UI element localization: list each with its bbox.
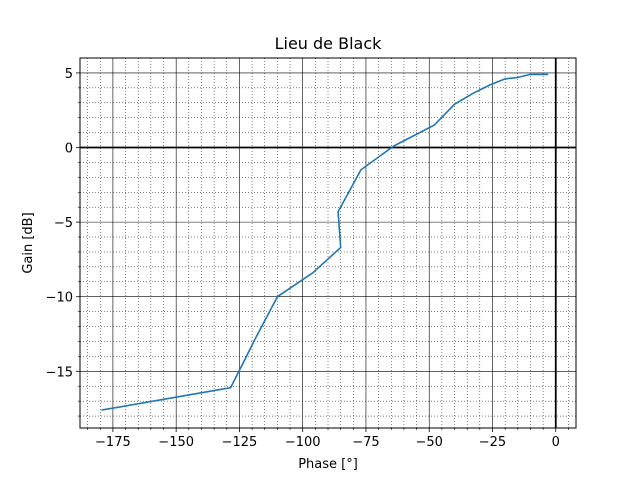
x-tick-label: −150	[158, 435, 194, 450]
x-tick-label: −25	[479, 435, 506, 450]
x-tick-label: −125	[222, 435, 258, 450]
x-tick-label: −100	[285, 435, 321, 450]
series-layer	[101, 73, 549, 411]
y-axis-label: Gain [dB]	[21, 212, 36, 273]
chart-title: Lieu de Black	[275, 34, 383, 53]
y-tick-label: 0	[65, 142, 73, 157]
ticks: −175 −150 −125 −100 −75 −50 −25 0 5 0 −5 −10 −15	[46, 67, 569, 450]
x-tick-label: −50	[416, 435, 443, 450]
reference-lines	[80, 58, 576, 428]
x-tick-label: −75	[352, 435, 379, 450]
y-tick-label: −5	[54, 216, 73, 231]
y-tick-label: 5	[65, 67, 73, 82]
x-axis-label: Phase [°]	[298, 457, 358, 472]
series-line	[101, 73, 549, 411]
y-tick-label: −10	[46, 291, 73, 306]
x-tick-label: −175	[95, 435, 131, 450]
x-tick-label: 0	[552, 435, 560, 450]
y-tick-label: −15	[46, 365, 73, 380]
